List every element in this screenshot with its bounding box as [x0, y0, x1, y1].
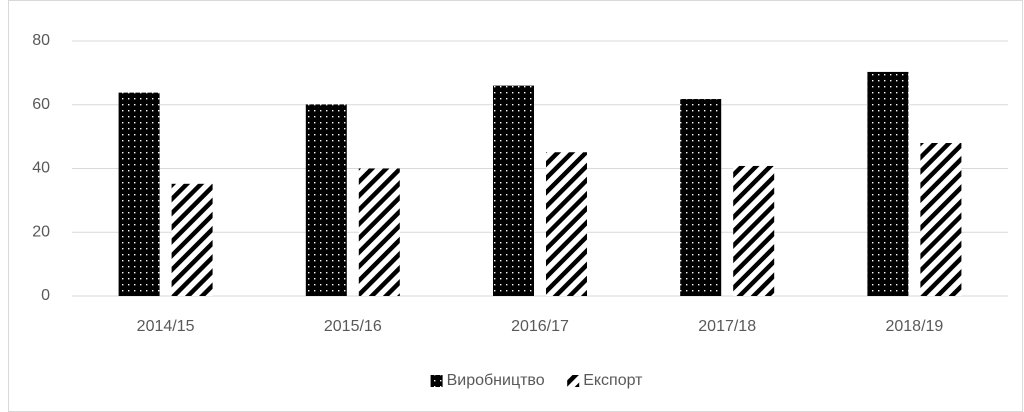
bar [867, 71, 909, 296]
bar [733, 165, 775, 296]
legend-label: Виробництво [447, 372, 545, 389]
bar [118, 92, 160, 296]
y-tick-label: 60 [32, 96, 50, 113]
x-tick-label: 2014/15 [137, 318, 195, 335]
x-tick-label: 2015/16 [324, 318, 382, 335]
x-tick-label: 2016/17 [511, 318, 569, 335]
y-tick-label: 80 [32, 32, 50, 49]
bar [358, 168, 400, 296]
bar [493, 85, 534, 296]
bar [171, 183, 213, 296]
y-tick-label: 20 [32, 223, 50, 240]
legend-label: Експорт [583, 372, 643, 389]
bar [680, 99, 722, 296]
x-tick-label: 2018/19 [885, 318, 943, 335]
legend-swatch [567, 375, 580, 387]
y-tick-label: 0 [41, 287, 50, 304]
x-tick-label: 2017/18 [698, 318, 756, 335]
y-tick-label: 40 [32, 160, 50, 177]
bar [546, 152, 587, 296]
bar [920, 143, 962, 296]
legend-swatch [430, 375, 443, 387]
bar [305, 104, 347, 297]
